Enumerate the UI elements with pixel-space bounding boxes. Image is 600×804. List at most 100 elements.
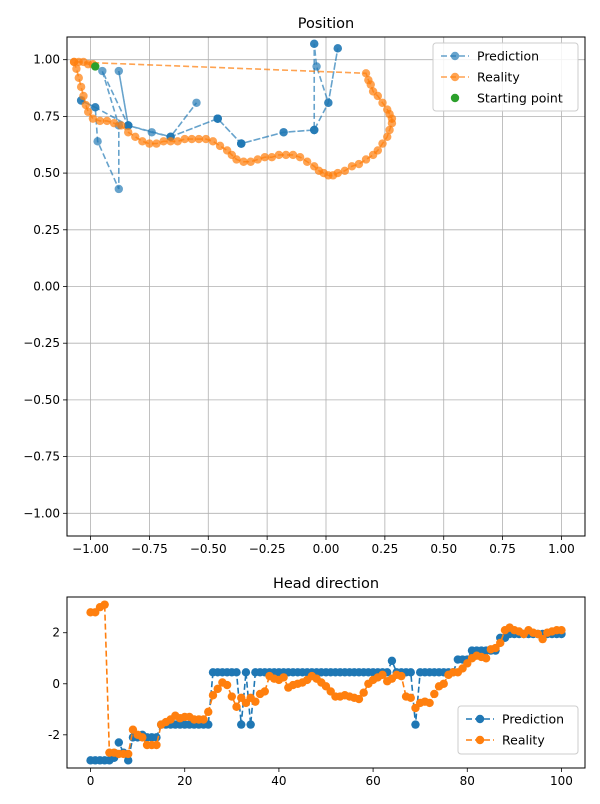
head-prediction-point [114, 738, 124, 747]
reality-point [239, 157, 248, 166]
head-reality-point [251, 697, 260, 706]
reality-point [83, 107, 93, 117]
reality-point [95, 116, 105, 126]
legend-marker-swatch [450, 93, 460, 103]
reality-point [232, 155, 241, 164]
reality-point [267, 153, 277, 162]
reality-point [246, 157, 255, 166]
reality-point [333, 168, 342, 178]
head-direction-xtick-label: 100 [550, 774, 573, 788]
starting-point-point [91, 62, 100, 71]
position-xtick-label: 0.50 [430, 542, 457, 556]
head-prediction-point [241, 668, 251, 677]
prediction-point [114, 184, 124, 194]
legend-label: Reality [502, 733, 545, 748]
position-ytick-label: 0.75 [33, 109, 60, 123]
reality-point [208, 137, 218, 146]
legend-label: Prediction [502, 712, 564, 727]
reality-point [81, 100, 91, 110]
head-reality-point [199, 715, 208, 724]
reality-point [260, 153, 269, 162]
reality-point [88, 114, 98, 123]
reality-point [187, 134, 196, 144]
prediction-point [91, 103, 100, 112]
head-reality-point [100, 600, 109, 609]
position-ytick-label: −0.75 [23, 450, 60, 464]
reality-point [354, 159, 364, 169]
reality-point [79, 91, 88, 101]
reality-point [173, 137, 182, 146]
position-xtick-label: 0.00 [313, 542, 340, 556]
head-direction-ytick-label: 2 [52, 626, 60, 640]
head-reality-point [425, 698, 434, 708]
prediction-point [114, 66, 124, 76]
legend-marker-swatch [475, 735, 485, 745]
head-prediction-point [387, 656, 397, 666]
head-prediction-point [232, 668, 241, 677]
reality-point [378, 139, 387, 148]
reality-point [102, 116, 112, 126]
reality-point [373, 146, 382, 155]
reality-point [215, 141, 225, 151]
prediction-point [124, 121, 133, 130]
reality-point [364, 75, 373, 85]
reality-point [116, 121, 126, 130]
position-axes: Position −1.00 −0.75 −0.50 −0.25 0.00 0.25 0.5… [23, 16, 586, 556]
legend-marker-swatch [475, 714, 485, 724]
head-reality-point [481, 654, 491, 663]
reality-point [124, 128, 133, 137]
reality-point [159, 137, 168, 146]
head-reality-point [397, 671, 406, 681]
head-reality-point [152, 740, 161, 750]
prediction-point [237, 139, 246, 148]
position-xtick-label: −0.25 [249, 542, 286, 556]
reality-point [180, 134, 189, 144]
position-xtick-label: 0.75 [489, 542, 516, 556]
position-legend: Prediction Reality Starting point [432, 42, 579, 112]
head-reality-point [359, 688, 368, 697]
position-xtick-label: −1.00 [72, 542, 109, 556]
position-ytick-label: 0.50 [33, 166, 60, 180]
head-reality-point [208, 691, 218, 700]
prediction-point [93, 137, 102, 146]
reality-point [385, 125, 394, 135]
head-reality-point [232, 702, 241, 711]
head-reality-point [222, 680, 232, 690]
reality-point [194, 134, 204, 144]
reality-point [145, 139, 154, 148]
head-prediction-point [124, 756, 133, 765]
position-xtick-label: −0.50 [190, 542, 227, 556]
head-reality-point [538, 634, 547, 644]
reality-point [281, 150, 291, 160]
head-reality-point [227, 692, 237, 701]
prediction-point [98, 66, 107, 76]
head-reality-point [430, 689, 439, 699]
prediction-point [147, 128, 156, 137]
position-ytick-label: 1.00 [33, 53, 60, 67]
head-direction-axes: Head direction 0 20 40 60 80 100 -2 0 2 Predicti… [48, 576, 586, 788]
head-reality-point [406, 693, 415, 703]
head-reality-point [204, 707, 213, 717]
head-prediction-point [411, 720, 420, 729]
head-prediction-point [406, 668, 415, 677]
head-direction-xtick-label: 40 [271, 774, 286, 788]
prediction-point [312, 62, 321, 71]
prediction-point [192, 98, 201, 107]
reality-point [72, 64, 81, 73]
legend-label: Starting point [477, 91, 563, 106]
head-direction-ytick-label: 0 [52, 677, 60, 691]
position-xtick-label: 0.25 [372, 542, 399, 556]
legend-marker-swatch [450, 51, 460, 61]
prediction-point [213, 114, 222, 123]
reality-point [274, 150, 284, 160]
reality-point [347, 162, 357, 171]
reality-point [295, 153, 305, 162]
prediction-line [80, 43, 339, 190]
reality-point [340, 166, 350, 176]
reality-point [361, 155, 371, 164]
head-reality-point [496, 638, 505, 648]
prediction-point [324, 98, 333, 107]
head-prediction-point [246, 720, 255, 729]
reality-point [383, 105, 392, 114]
reality-point [288, 150, 298, 160]
